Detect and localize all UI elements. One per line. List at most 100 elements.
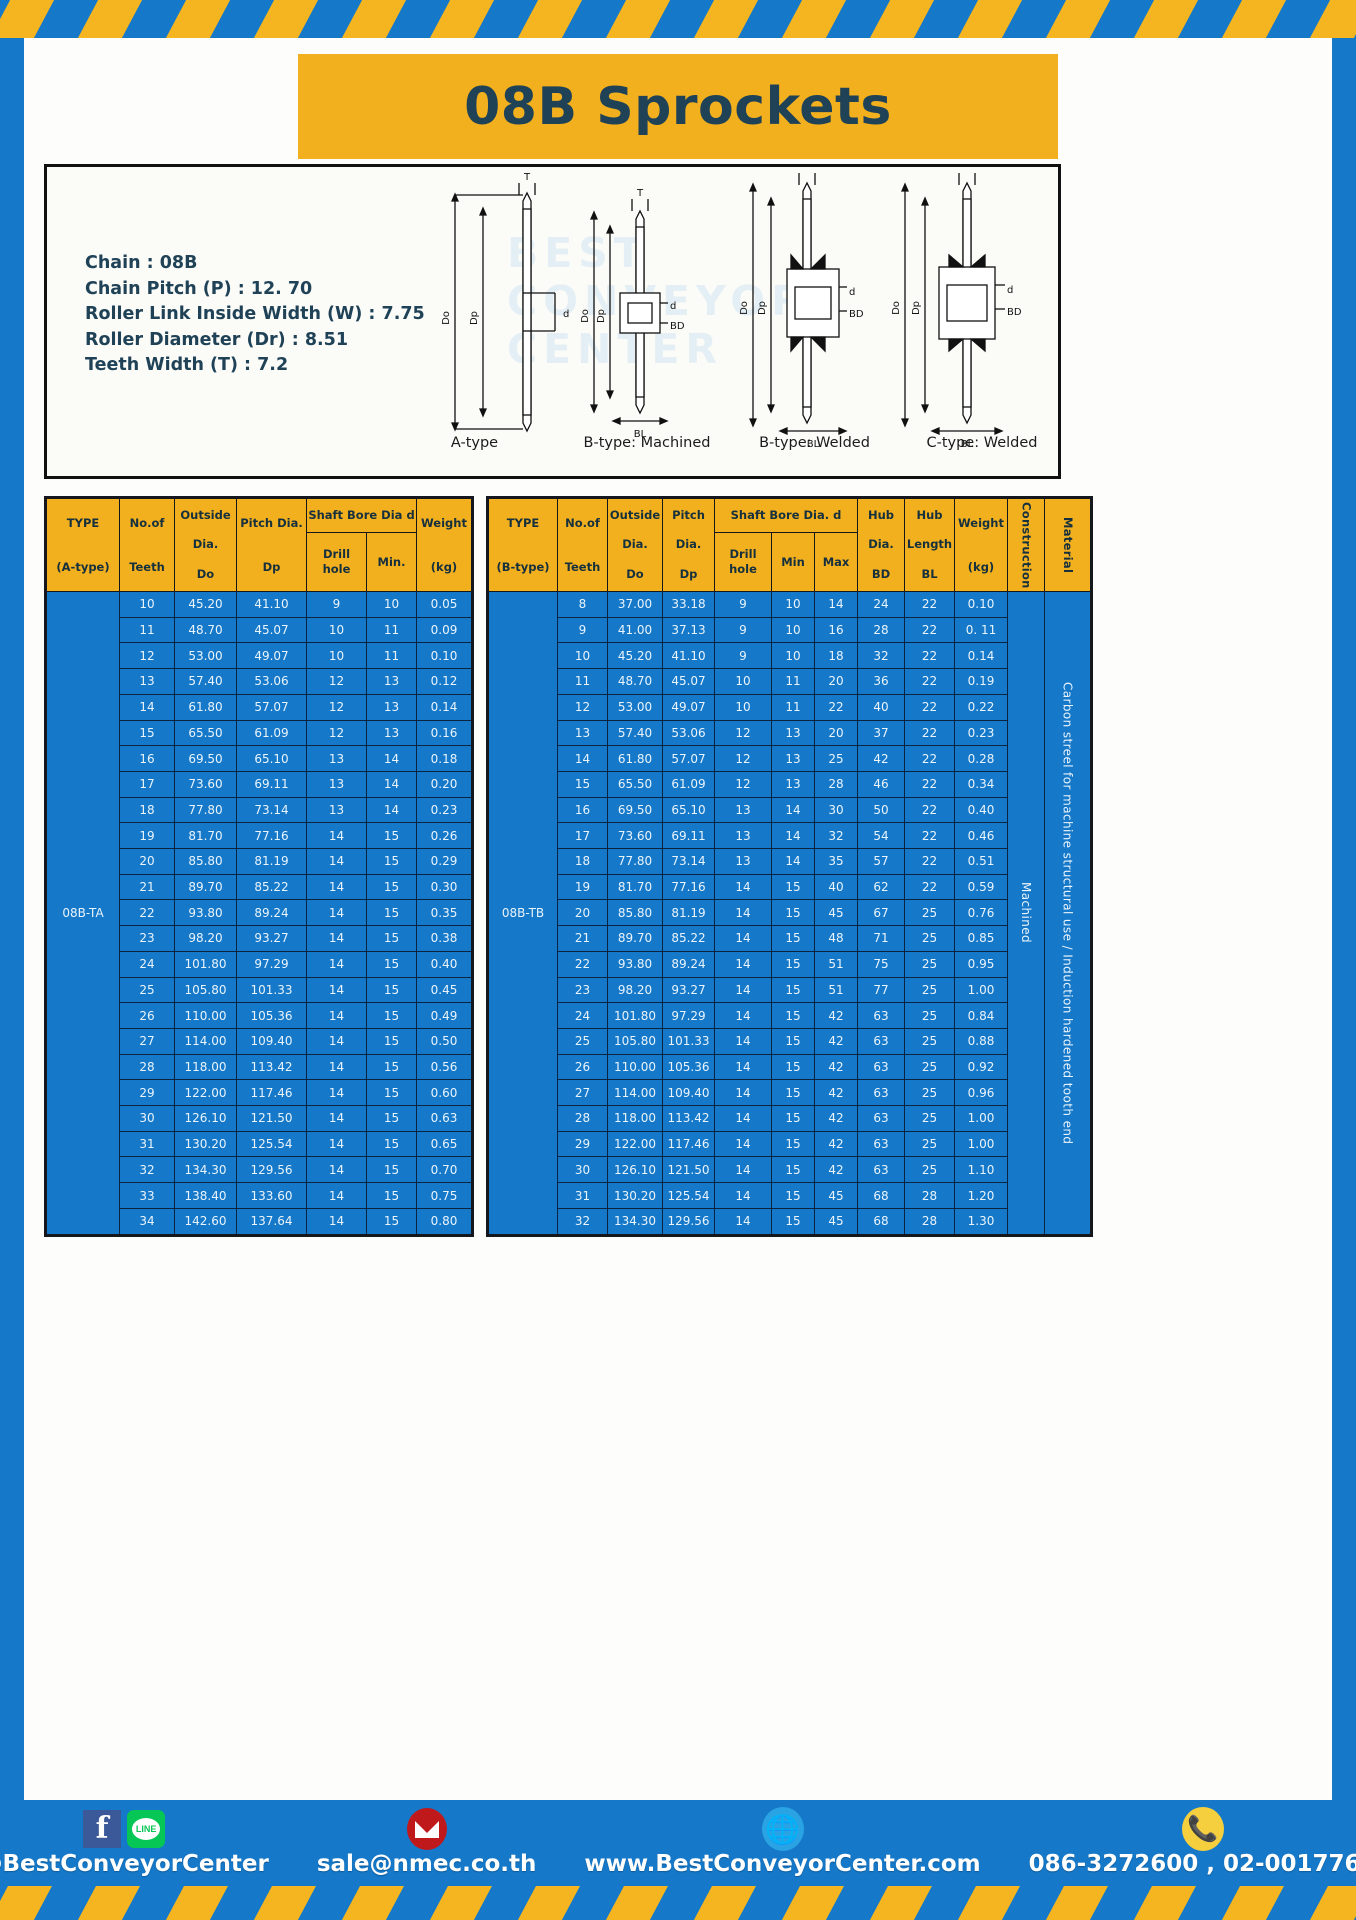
line-icon-label: LINE (132, 1818, 161, 1840)
table-cell: 24 (857, 591, 905, 618)
th-a-teeth: No.of Teeth (119, 497, 175, 592)
table-row: 26 110.00 105.36 14 15 0.49 (46, 1002, 473, 1029)
table-cell: 41.10 (662, 642, 715, 670)
table-cell: 28 (904, 1182, 955, 1209)
table-a-header-row-2: Drill hole Min. (46, 532, 473, 592)
table-cell: 137.64 (236, 1207, 307, 1236)
table-cell: 81.19 (236, 848, 307, 875)
th-b-pitch-dia: Pitch Dia. Dp (662, 497, 715, 592)
table-cell: 11 (557, 668, 608, 695)
th-b-construction: Construction (1007, 497, 1045, 592)
table-cell: 41.10 (236, 591, 307, 618)
table-cell: 0.30 (416, 873, 473, 901)
th-a-type-line2: (A-type) (56, 559, 110, 574)
table-cell: 25 (904, 1130, 955, 1158)
table-cell: 0.35 (416, 899, 473, 927)
spec-line-roller-width: Roller Link Inside Width (W) : 7.75 (85, 304, 425, 325)
svg-text:Do: Do (739, 301, 750, 315)
th-a-od-line3: Do (196, 566, 215, 581)
table-cell: 21 (557, 925, 608, 952)
table-cell: 25 (904, 1105, 955, 1132)
table-cell: 77.80 (174, 796, 237, 824)
table-cell: 133.60 (236, 1182, 307, 1209)
table-row: 21 89.70 85.22 14 15 0.30 (46, 873, 473, 901)
table-cell: 27 (557, 1079, 608, 1107)
table-cell: 93.80 (174, 899, 237, 927)
table-cell: 45.07 (662, 668, 715, 695)
th-a-outside-dia: Outside Dia. Do (174, 497, 237, 592)
phone-icon[interactable]: 📞 (1181, 1807, 1224, 1851)
table-cell: 28 (904, 1207, 955, 1236)
table-cell: 37.13 (662, 616, 715, 644)
table-cell: 10 (771, 591, 815, 618)
table-row: 19 81.70 77.16 14 15 40 62 22 0.59 (488, 873, 1092, 901)
diagram-label-row: A-type B-type: Machined B-type: Welded C… (387, 435, 1058, 451)
table-cell: 15 (366, 848, 417, 875)
table-cell: 14 (714, 976, 772, 1004)
th-b-teeth-line2: Teeth (564, 559, 601, 574)
table-cell: 101.33 (236, 976, 307, 1004)
table-cell: 15 (366, 950, 417, 978)
table-cell: 0.50 (416, 1027, 473, 1055)
table-cell: 14 (306, 1053, 367, 1081)
table-cell: 0.95 (954, 950, 1008, 978)
facebook-icon[interactable]: f (83, 1810, 122, 1848)
th-a-pd-line2: Dp (262, 559, 281, 574)
table-cell: 14 (306, 873, 367, 901)
th-b-hublen-line3: BL (921, 566, 938, 581)
table-cell: 15 (557, 770, 608, 798)
table-cell: 15 (771, 976, 815, 1004)
table-cell: 69.11 (662, 822, 715, 850)
line-icon[interactable]: LINE (127, 1810, 166, 1848)
footer-email[interactable]: sale@nmec.co.th (301, 1808, 553, 1877)
globe-icon[interactable]: 🌐 (761, 1807, 804, 1851)
table-cell: 13 (714, 848, 772, 875)
table-cell: 81.70 (174, 822, 237, 850)
email-icon[interactable] (406, 1808, 447, 1850)
page-title-band: 08B Sprockets (298, 54, 1058, 159)
footer-website-text: www.BestConveyorCenter.com (584, 1851, 981, 1877)
table-cell: 25 (119, 976, 175, 1004)
svg-text:T: T (523, 173, 531, 183)
table-cell: 15 (771, 1027, 815, 1055)
table-cell: 63 (857, 1130, 905, 1158)
table-cell: 40 (857, 693, 905, 721)
table-cell: 49.07 (662, 693, 715, 721)
table-cell: 33 (119, 1182, 175, 1209)
th-b-hublen-line1: Hub (916, 508, 943, 523)
table-cell: 1.00 (954, 1130, 1008, 1158)
table-cell: 138.40 (174, 1182, 237, 1209)
table-cell: 89.24 (662, 950, 715, 978)
table-cell: 0.05 (416, 591, 473, 618)
footer-social[interactable]: f LINE @BestConveyorCenter (0, 1809, 285, 1877)
table-cell: 110.00 (607, 1053, 663, 1081)
cell-construction-value: Machined (1007, 591, 1045, 1236)
table-cell: 0.40 (954, 796, 1008, 824)
table-cell: 118.00 (174, 1053, 237, 1081)
th-b-teeth-line1: No.of (565, 515, 600, 530)
th-b-od-line1: Outside (609, 508, 661, 523)
table-cell: 14 (714, 1002, 772, 1029)
table-row: 22 93.80 89.24 14 15 0.35 (46, 899, 473, 927)
table-cell: 97.29 (236, 950, 307, 978)
table-cell: 63 (857, 1002, 905, 1029)
table-cell: 29 (557, 1130, 608, 1158)
th-b-material: Material (1044, 497, 1092, 592)
footer-phone[interactable]: 📞 086-3272600 , 02-0017766 (1013, 1807, 1356, 1877)
table-cell: 42 (814, 1156, 858, 1184)
footer-website[interactable]: 🌐 www.BestConveyorCenter.com (568, 1807, 996, 1877)
table-cell: 73.14 (236, 796, 307, 824)
table-row: 12 53.00 49.07 10 11 0.10 (46, 642, 473, 670)
th-b-weight-line1: Weight (958, 515, 1004, 530)
table-cell: 9 (714, 642, 772, 670)
table-cell: 14 (714, 1079, 772, 1107)
th-b-hubdia-line1: Hub (867, 508, 895, 523)
table-cell: 67 (857, 899, 905, 927)
table-cell: 73.60 (174, 770, 237, 798)
table-row: 20 85.80 81.19 14 15 45 67 25 0.76 (488, 899, 1092, 927)
table-cell: 89.70 (174, 873, 237, 901)
svg-text:d: d (849, 287, 855, 298)
table-row: 30 126.10 121.50 14 15 42 63 25 1.10 (488, 1156, 1092, 1184)
th-b-type-line2: (B-type) (496, 559, 550, 574)
table-cell: 53.00 (607, 693, 663, 721)
